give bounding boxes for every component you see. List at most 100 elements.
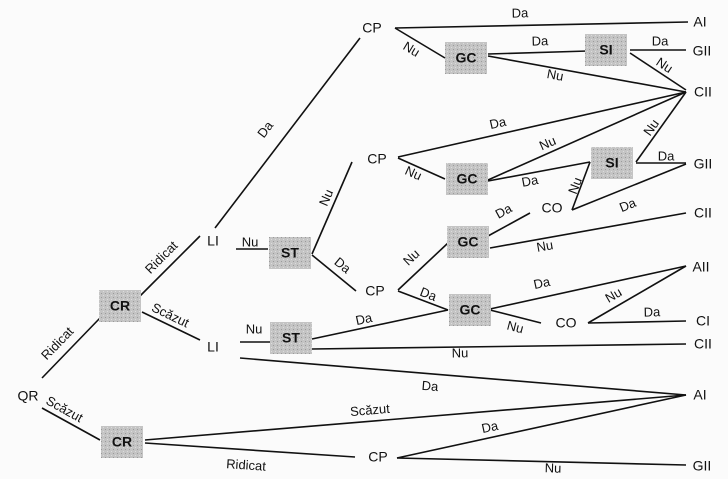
node-label: GC xyxy=(457,171,478,187)
node-ai1: AI xyxy=(693,14,706,30)
edge-GC3-CII2: Nu xyxy=(489,212,687,255)
edge-CP2-CII1: Da xyxy=(397,91,687,158)
edge-line xyxy=(571,161,591,211)
node-li2: LI xyxy=(207,339,219,355)
node-label: QR xyxy=(18,388,39,404)
node-aii: AII xyxy=(692,259,709,275)
edge-line xyxy=(141,311,201,341)
edge-label: Da xyxy=(493,200,515,222)
node-li1: LI xyxy=(207,233,219,249)
node-label: CII xyxy=(694,84,712,100)
edge-label: Nu xyxy=(535,237,554,255)
edge-label: Da xyxy=(488,114,508,132)
edge-CP1-GC1: Nu xyxy=(394,27,446,60)
edge-label: Da xyxy=(254,118,276,141)
node-gc1: GC xyxy=(445,42,487,74)
edge-ST1-CP3: Da xyxy=(311,254,357,292)
edge-label: Da xyxy=(480,418,500,436)
node-ai2: AI xyxy=(693,387,706,403)
node-cii1: CII xyxy=(694,84,712,100)
node-box xyxy=(447,226,489,258)
edge-label: Da xyxy=(658,148,675,163)
node-label: CII xyxy=(694,336,712,352)
edge-LI1-CP1: Da xyxy=(214,37,361,229)
node-label: GII xyxy=(693,458,712,474)
node-gii3: GII xyxy=(693,458,712,474)
edge-CR2-CP4: Ridicat xyxy=(144,442,356,474)
node-cii3: CII xyxy=(694,336,712,352)
edge-line xyxy=(487,212,531,237)
node-label: GII xyxy=(693,43,712,59)
edge-ST1-CP2: Nu xyxy=(311,161,353,255)
edge-label: Nu xyxy=(565,175,585,196)
node-si2: SI xyxy=(591,147,633,179)
edge-line xyxy=(487,50,589,55)
edge-line xyxy=(311,343,687,350)
edge-line xyxy=(311,309,449,340)
node-label: CP xyxy=(362,20,381,36)
node-label: GC xyxy=(456,50,477,66)
node-label: GII xyxy=(694,156,713,172)
edge-GC3-CO1: Da xyxy=(487,200,531,237)
edge-CO2-AII: Nu xyxy=(587,265,687,324)
edge-label: Da xyxy=(652,33,669,48)
node-cp1: CP xyxy=(362,20,381,36)
edge-CR2-AI2: Scăzut xyxy=(144,394,687,441)
edge-SI2-GII2: Da xyxy=(636,148,686,164)
node-cr1: CR xyxy=(99,290,141,322)
edge-label: Ridicat xyxy=(142,238,181,277)
node-box xyxy=(99,290,141,322)
edge-CP3-GC4: Da xyxy=(397,284,449,311)
edge-line xyxy=(487,91,687,181)
edge-SI1-GII1: Da xyxy=(630,33,686,51)
node-box xyxy=(445,42,487,74)
edge-line xyxy=(489,265,687,310)
edge-label: Nu xyxy=(505,318,525,337)
edge-label: Da xyxy=(520,172,540,190)
node-label: AII xyxy=(692,259,709,275)
node-label: SI xyxy=(599,42,612,58)
node-gii1: GII xyxy=(693,43,712,59)
node-box xyxy=(585,34,627,66)
edge-CR1-LI2: Scăzut xyxy=(141,300,201,341)
edge-line xyxy=(396,394,687,459)
node-cp3: CP xyxy=(365,283,384,299)
node-label: AI xyxy=(693,387,706,403)
node-label: LI xyxy=(207,339,219,355)
edge-GC2-CII1: Nu xyxy=(487,91,687,181)
node-ci: CI xyxy=(696,313,710,329)
edge-label: Nu xyxy=(654,54,676,76)
edge-line xyxy=(635,91,687,163)
node-box xyxy=(449,294,491,326)
edge-label: Nu xyxy=(640,116,662,138)
node-label: CP xyxy=(367,151,386,167)
edge-GC4-AII: Da xyxy=(489,265,687,310)
node-label: CO xyxy=(556,315,577,331)
node-co2: CO xyxy=(556,315,577,331)
node-label: GC xyxy=(460,302,481,318)
node-qr: QR xyxy=(18,388,39,404)
node-gc3: GC xyxy=(447,226,489,258)
edge-label: Nu xyxy=(403,163,424,183)
edge-CP2-GC2: Nu xyxy=(397,157,446,183)
edge-line xyxy=(571,163,687,211)
edge-line xyxy=(144,394,687,441)
edge-line xyxy=(239,357,687,396)
edge-LI1-ST1: Nu xyxy=(236,234,268,250)
node-gii2: GII xyxy=(694,156,713,172)
node-label: CR xyxy=(112,434,132,450)
edge-line xyxy=(41,407,101,441)
edge-SI2-J1: Nu xyxy=(565,161,591,211)
edge-label: Da xyxy=(531,33,549,49)
edge-label: Ridicat xyxy=(38,323,77,362)
edge-label: Nu xyxy=(246,321,263,336)
node-cr2: CR xyxy=(101,426,143,458)
edge-line xyxy=(397,91,687,158)
edge-label: Nu xyxy=(603,284,625,305)
node-label: CR xyxy=(110,298,130,314)
edge-label: Nu xyxy=(546,66,565,84)
node-gc2: GC xyxy=(446,163,488,195)
edge-label: Da xyxy=(418,284,440,304)
edge-line xyxy=(139,235,201,297)
